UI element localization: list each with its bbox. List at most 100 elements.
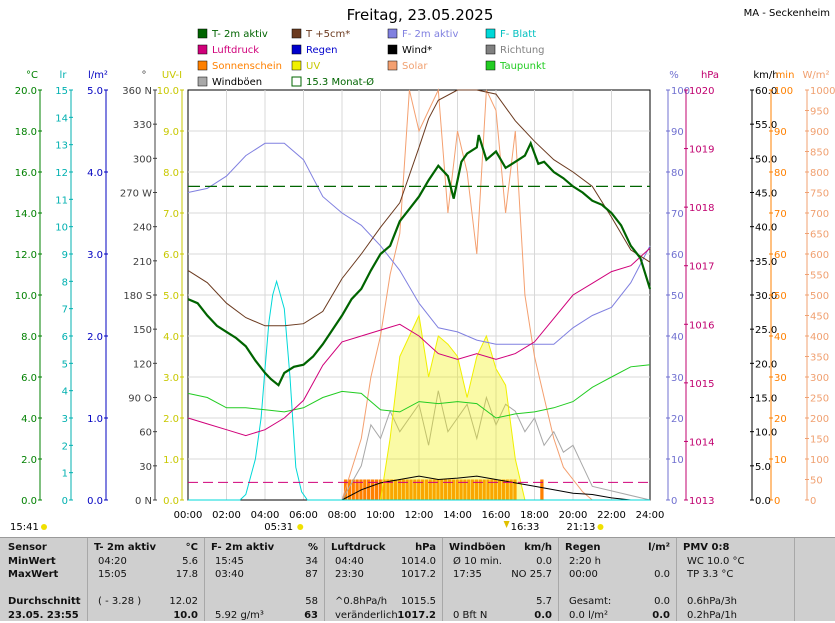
- axis-tick-label: 0: [810, 496, 816, 507]
- axis-tick-label: 8.0: [21, 332, 37, 343]
- stats-cell-value: 0.0: [534, 609, 552, 621]
- axis-tick-label: 2.0: [21, 455, 37, 466]
- stats-row-label: Sensor: [8, 542, 47, 553]
- stats-cell-left: ( - 3.28 ): [98, 596, 142, 607]
- axis-tick-label: 500: [810, 291, 829, 302]
- axis-tick-label: 750: [810, 189, 829, 200]
- axis-unit: W/m²: [802, 70, 829, 81]
- stats-cell-left: TP 3.3 °C: [687, 569, 734, 580]
- time-label: 14:00: [443, 510, 472, 521]
- stats-panel: Sensor MinWert MaxWert Durchschnitt 23.05. 2…: [0, 537, 835, 621]
- sun-icon: [41, 524, 47, 530]
- axis-tick-label: 60.0: [755, 86, 777, 97]
- stats-value-row: 04:40 1014.0: [325, 555, 442, 569]
- sunshine-bar: [351, 479, 355, 500]
- stats-header-row: F- 2m aktiv%: [205, 541, 324, 555]
- axis-tick-label: 90 O: [128, 394, 152, 405]
- stats-cell-value: 34: [305, 555, 318, 567]
- sunshine-bar: [378, 479, 382, 500]
- legend-swatch: [291, 76, 302, 87]
- sun-icon: [597, 524, 604, 530]
- axis-tick-label: 1.0: [163, 455, 179, 466]
- axis-tick-label: 4.0: [21, 414, 37, 425]
- axis-tick-label: 10.0: [15, 291, 37, 302]
- legend-label: Sonnenschein: [212, 61, 282, 72]
- legend-swatch: [387, 44, 398, 55]
- time-label: 10:00: [366, 510, 395, 521]
- stats-cell-value: 5.6: [182, 555, 198, 567]
- axis-tick-label: 14.0: [15, 209, 37, 220]
- stats-row-label: Durchschnitt: [8, 596, 81, 607]
- axis-tick-label: 1017: [689, 262, 714, 273]
- axis-tick-label: 0: [774, 496, 780, 507]
- axis-tick-label: 7: [62, 305, 68, 316]
- legend-swatch: [387, 60, 398, 71]
- sunshine-bar: [463, 479, 467, 500]
- sunshine-bar: [363, 479, 367, 500]
- legend-swatch: [485, 44, 496, 55]
- legend-label: Richtung: [500, 45, 545, 56]
- axis-tick-label: 1018: [689, 203, 714, 214]
- axis-tick-label: 9: [62, 250, 68, 261]
- axis-unit: %: [669, 70, 679, 81]
- axis-tick-label: 4.0: [87, 168, 103, 179]
- legend-swatch: [197, 76, 208, 87]
- axis-tick-label: 250: [810, 394, 829, 405]
- stats-header-row: Windböen km/h: [443, 541, 558, 555]
- series-line-f-2m-aktiv: [187, 142, 651, 345]
- stats-header-label: Luftdruck: [331, 542, 386, 553]
- legend-label: T- 2m aktiv: [211, 29, 268, 40]
- sunshine-bar: [540, 479, 544, 500]
- axis-tick-label: 55.0: [755, 120, 777, 131]
- stats-value-row: 04:20 5.6: [88, 555, 204, 569]
- sunshine-bar: [390, 479, 394, 500]
- axis-tick-label: 10: [671, 455, 684, 466]
- legend-label: Wind*: [402, 45, 432, 56]
- sunshine-bar: [470, 479, 475, 500]
- axis-tick-label: 15: [55, 86, 68, 97]
- stats-row-label: MaxWert: [8, 569, 59, 580]
- axis-tick-label: 650: [810, 230, 829, 241]
- axis-tick-label: 300: [133, 154, 152, 165]
- axis-tick-label: 50: [774, 291, 787, 302]
- axis-unit: lr: [60, 70, 68, 81]
- stats-header-unit: l/m²: [648, 542, 670, 553]
- stats-header-unit: °C: [185, 542, 198, 553]
- stats-cell-left: 00:00: [569, 569, 598, 580]
- stats-cell-left: Gesamt:: [569, 596, 612, 607]
- axis-tick-label: 0.0: [21, 496, 37, 507]
- sun-peak-icon: [503, 521, 510, 528]
- axis-tick-label: 30: [139, 462, 152, 473]
- sunshine-bar: [401, 479, 405, 500]
- sunshine-bar: [486, 479, 490, 500]
- axis-tick-label: 270 W: [120, 189, 152, 200]
- sunshine-bar: [474, 479, 479, 500]
- legend-swatch: [485, 60, 496, 71]
- stats-header-label: F- 2m aktiv: [211, 542, 275, 553]
- stats-cell-left: 0.2hPa/1h: [687, 609, 738, 621]
- series-line-luftdruck: [187, 247, 651, 437]
- axis-tick-label: 80: [774, 168, 787, 179]
- sunshine-bar: [482, 479, 486, 500]
- series-line-f-blatt: [188, 279, 650, 501]
- axis-tick-label: 0.0: [755, 496, 771, 507]
- axis-tick-label: 50: [810, 476, 823, 487]
- axis-tick-label: 4.0: [163, 332, 179, 343]
- stats-cell-value: 87: [305, 569, 318, 580]
- axis-tick-label: 2: [62, 441, 68, 452]
- sunshine-bar: [367, 479, 371, 500]
- stats-value-row: 0.2hPa/1h: [677, 609, 794, 623]
- sun-icon: [297, 524, 304, 530]
- stats-cell-left: 15:45: [215, 555, 244, 567]
- legend-label: Solar: [402, 61, 428, 72]
- stats-cell-left: 5.92 g/m³: [215, 609, 264, 621]
- stats-column: Luftdruck hPa 04:40 1014.0 23:30 1017.2 ^0.8hP…: [325, 538, 443, 621]
- axis-tick-label: 60: [139, 428, 152, 439]
- axis-tick-label: 10.0: [157, 86, 179, 97]
- sunshine-bar: [428, 479, 432, 500]
- sunshine-bar: [444, 479, 448, 500]
- stats-cell-left: 0.6hPa/3h: [687, 596, 738, 607]
- stats-cell-left: 03:40: [215, 569, 244, 580]
- axis-tick-label: 7.0: [163, 209, 179, 220]
- stats-cell-value: 58: [305, 596, 318, 607]
